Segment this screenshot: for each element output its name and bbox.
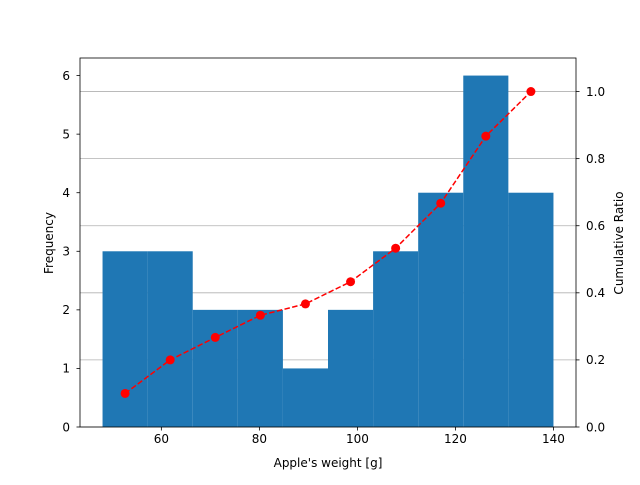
cumulative-ratio-point <box>300 299 310 309</box>
y-tick-label: 3 <box>62 245 70 259</box>
y-tick-label: 2 <box>62 303 70 317</box>
y-axis-label: Frequency <box>42 212 56 274</box>
y-tick-label: 5 <box>62 127 70 141</box>
histogram-bar <box>147 251 193 427</box>
axes-layer <box>79 57 577 428</box>
cumulative-ratio-point <box>481 131 491 141</box>
y-tick-label: 6 <box>62 69 70 83</box>
y2-tick-label: 0.4 <box>586 286 605 300</box>
bars-layer <box>102 75 554 428</box>
cumulative-ratio-line <box>124 91 532 395</box>
y-tick-label: 0 <box>62 420 70 434</box>
histogram-bar <box>102 251 148 427</box>
y-tick-label: 4 <box>62 186 70 200</box>
ticks-layer: 60 80 100 120 140 0 1 2 3 4 5 6 0.0 0.2 0.4 0.6 0.8 1.0 <box>62 69 605 446</box>
x-tick-label: 80 <box>252 432 267 446</box>
y2-tick-label: 0.0 <box>586 420 605 434</box>
x-tick-label: 100 <box>346 432 369 446</box>
histogram-bar <box>508 192 554 427</box>
cumulative-ratio-point <box>210 332 220 342</box>
cumulative-ratio-point <box>120 388 130 398</box>
histogram-bar <box>373 251 419 427</box>
histogram-bar <box>282 368 328 427</box>
cumulative-ratio-point <box>346 277 356 287</box>
cumulative-ratio-point <box>436 198 446 208</box>
x-tick-label: 60 <box>154 432 169 446</box>
cumulative-ratio-point <box>526 87 536 97</box>
y2-tick-label: 0.6 <box>586 219 605 233</box>
plot-frame <box>79 57 577 428</box>
y2-tick-label: 0.8 <box>586 152 605 166</box>
y2-tick-label: 1.0 <box>586 85 605 99</box>
x-axis-label: Apple's weight [g] <box>274 456 383 470</box>
cumulative-ratio-point <box>391 243 401 253</box>
histogram-bar <box>418 192 464 427</box>
y2-axis-label: Cumulative Ratio <box>612 191 626 294</box>
x-tick-label: 140 <box>542 432 565 446</box>
histogram-bar <box>328 309 374 427</box>
histogram-bar <box>237 309 283 427</box>
y2-tick-label: 0.2 <box>586 353 605 367</box>
histogram-bar <box>463 75 509 428</box>
histogram-bar <box>192 309 238 427</box>
cumulative-ratio-point <box>165 355 175 365</box>
cumulative-line-layer <box>120 87 536 398</box>
y-tick-label: 1 <box>62 362 70 376</box>
cumulative-ratio-point <box>255 310 265 320</box>
x-tick-label: 120 <box>444 432 467 446</box>
